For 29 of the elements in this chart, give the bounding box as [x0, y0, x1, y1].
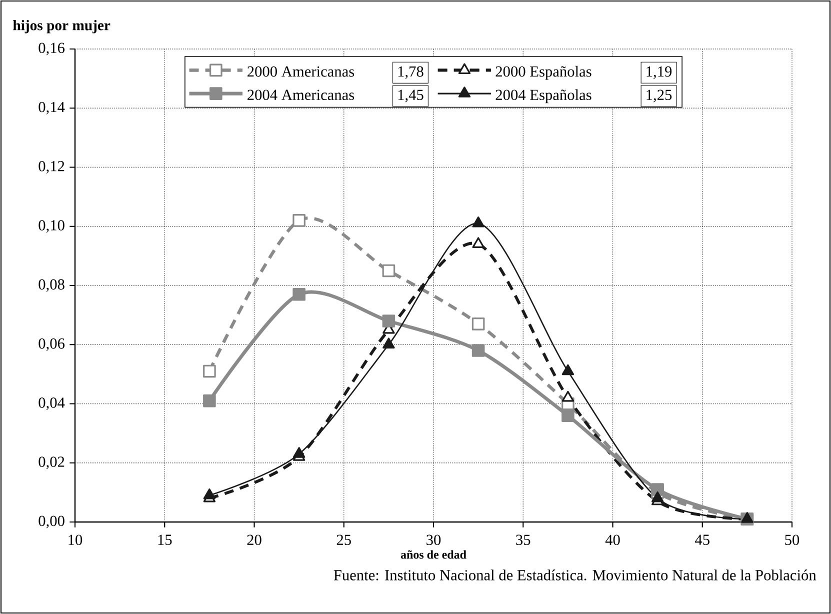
legend-label: 2000 Españolas — [496, 66, 592, 80]
y-tick-label: 0,10 — [38, 220, 64, 233]
legend-label: 2000 Americanas — [248, 66, 354, 77]
y-axis-title: hijos por mujer — [13, 20, 110, 34]
y-tick-label: 0,14 — [38, 102, 65, 114]
y-tick-label: 0,12 — [38, 160, 64, 174]
annotation: 1,45 — [398, 90, 424, 102]
x-tick-label: 20 — [247, 534, 262, 546]
x-tick-label: 10 — [68, 534, 82, 546]
x-tick-label: 30 — [426, 534, 441, 546]
annotation: 1,78 — [398, 66, 424, 79]
y-tick-label: 0,02 — [38, 456, 64, 470]
source-note: Fuente: Instituto Nacional de Estadística. Movimiento Natural de la Población — [334, 570, 816, 580]
annotation: 1,25 — [646, 90, 672, 102]
x-axis-title: años de edad — [400, 550, 466, 559]
x-tick-label: 15 — [158, 534, 172, 545]
legend-label: 2004 Españolas — [496, 89, 592, 104]
annotation: 1,19 — [646, 66, 672, 79]
y-tick-label: 0,04 — [38, 397, 65, 410]
x-tick-label: 40 — [605, 534, 620, 546]
x-tick-label: 50 — [785, 534, 800, 546]
x-tick-label: 35 — [516, 534, 530, 546]
x-tick-label: 25 — [336, 534, 351, 546]
y-tick-label: 0,06 — [38, 338, 65, 351]
y-tick-label: 0,16 — [38, 42, 65, 56]
y-tick-label: 0,08 — [38, 279, 64, 292]
legend-label: 2004 Americanas — [248, 90, 354, 100]
x-tick-label: 45 — [695, 534, 710, 545]
y-tick-label: 0,00 — [38, 516, 64, 528]
